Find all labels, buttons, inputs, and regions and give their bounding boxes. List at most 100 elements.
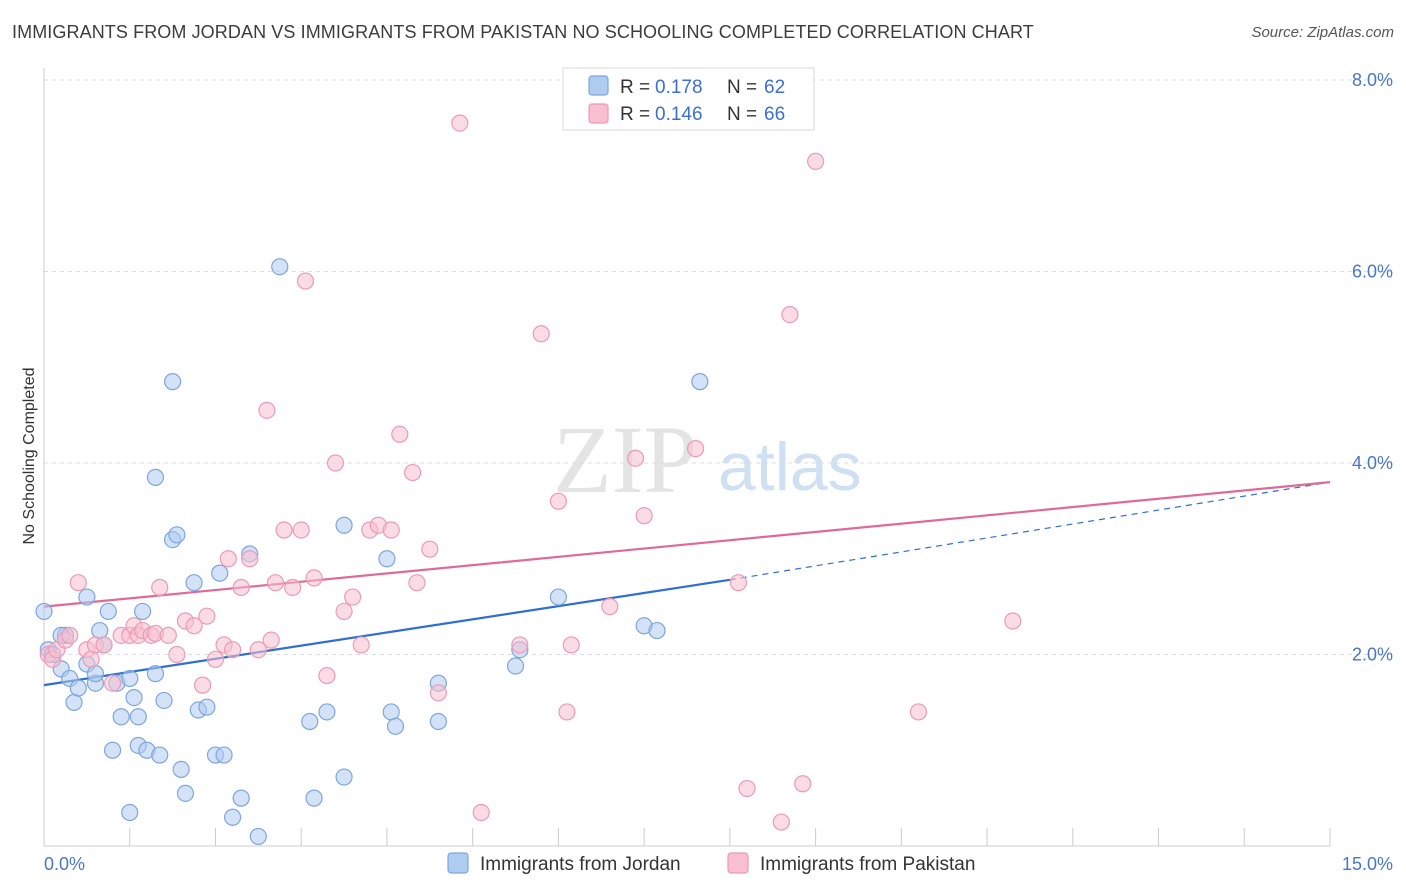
chart-title: IMMIGRANTS FROM JORDAN VS IMMIGRANTS FRO… [12,22,1034,42]
data-points [35,114,1022,846]
jordan-point-44 [301,712,319,731]
jordan-point-28 [164,373,182,391]
pakistan-point-32 [258,401,276,419]
pakistan-point-64 [729,574,748,592]
jordan-point-53 [429,712,447,731]
pakistan-point-61 [626,449,645,467]
jordan-point-46 [318,703,336,721]
jordan-point-20 [129,708,147,726]
legend: R = 0.178 N = 62 R = 0.146 N = 66 [562,67,815,131]
pakistan-point-49 [404,463,422,482]
pakistan-point-5 [69,574,87,592]
pakistan-point-22 [185,617,203,635]
jordan-point-11 [86,665,105,683]
watermark-zip: ZIP [553,406,697,513]
jordan-point-19 [125,688,143,707]
pakistan-point-57 [549,492,568,510]
pakistan-point-44 [352,636,370,654]
pakistan-point-55 [511,636,529,654]
jordan-point-54 [506,657,525,675]
pakistan-point-53 [451,114,469,132]
pakistan-point-4 [61,626,79,644]
legend-pakistan-r-label: R = [620,104,650,125]
x-tick-label-0: 0.0% [44,854,85,874]
jordan-point-47 [335,768,353,786]
jordan-point-32 [176,784,195,802]
pakistan-point-63 [686,440,705,458]
y-axis-label: No Schooling Completed [21,368,38,545]
legend-jordan-r-value: 0.178 [655,77,703,98]
jordan-point-60 [121,803,139,822]
pakistan-point-18 [151,578,169,597]
pakistan-point-52 [429,684,447,702]
y-tick-label-3: 8.0% [1352,70,1393,90]
pakistan-point-10 [103,674,122,692]
jordan-point-40 [232,789,250,807]
pakistan-point-38 [296,272,315,290]
pakistan-point-7 [82,650,100,668]
pakistan-point-59 [562,636,580,654]
pakistan-point-71 [1004,612,1022,630]
jordan-point-17 [112,708,130,726]
jordan-point-14 [99,602,117,621]
x-tick-labels: 0.0% 15.0% [44,854,1393,874]
gridlines [44,79,1392,655]
pakistan-point-54 [472,803,490,822]
bottom-legend-jordan-label: Immigrants from Jordan [480,854,681,875]
pakistan-point-67 [781,305,799,324]
jordan-point-51 [386,717,405,735]
pakistan-point-47 [382,521,400,539]
pakistan-point-62 [635,507,653,525]
bottom-legend-jordan-swatch [447,852,469,874]
legend-pakistan-r-value: 0.146 [655,104,703,125]
jordan-point-35 [198,698,216,716]
pakistan-point-70 [909,703,928,721]
jordan-point-48 [335,516,353,534]
jordan-point-22 [133,602,152,621]
y-tick-label-0: 2.0% [1352,645,1393,665]
pakistan-point-23 [194,676,212,694]
pakistan-point-9 [95,636,113,654]
source-label: Source: ZipAtlas.com [1251,24,1394,41]
jordan-point-38 [215,746,233,764]
y-tick-labels: 2.0% 4.0% 6.0% 8.0% [1352,70,1393,665]
jordan-point-58 [648,621,666,640]
jordan-point-33 [185,574,203,592]
jordan-point-6 [65,693,83,711]
pakistan-point-37 [292,521,310,539]
legend-jordan-n-label: N = [727,77,757,98]
pakistan-point-39 [305,569,323,587]
legend-jordan-n-value: 62 [764,77,785,98]
pakistan-point-24 [198,607,216,625]
jordan-point-49 [378,550,396,568]
pakistan-point-68 [794,775,812,793]
legend-jordan-swatch [588,75,609,96]
jordan-point-39 [224,808,242,826]
pakistan-point-36 [284,578,302,597]
watermark-atlas: atlas [718,429,862,505]
jordan-point-9 [78,588,96,606]
pakistan-point-60 [601,598,619,616]
pakistan-point-25 [206,650,225,668]
jordan-point-30 [168,526,186,544]
pakistan-point-30 [241,550,259,568]
pakistan-point-51 [421,540,439,558]
bottom-legend-pakistan-swatch [727,852,749,874]
jordan-point-25 [146,665,165,683]
pakistan-point-58 [558,703,576,721]
pakistan-point-35 [275,521,293,539]
pakistan-point-42 [335,602,353,621]
pakistan-trend-line [43,481,1331,608]
pakistan-point-34 [266,574,285,592]
jordan-point-31 [172,760,190,779]
axes [43,68,1331,847]
jordan-point-50 [382,703,400,721]
pakistan-point-50 [408,574,426,592]
pakistan-point-29 [232,578,250,597]
legend-pakistan-n-label: N = [727,104,757,125]
pakistan-point-69 [806,152,825,170]
x-tick-label-1: 15.0% [1342,854,1393,874]
jordan-trend-extension [729,481,1331,581]
jordan-point-0 [35,602,53,621]
